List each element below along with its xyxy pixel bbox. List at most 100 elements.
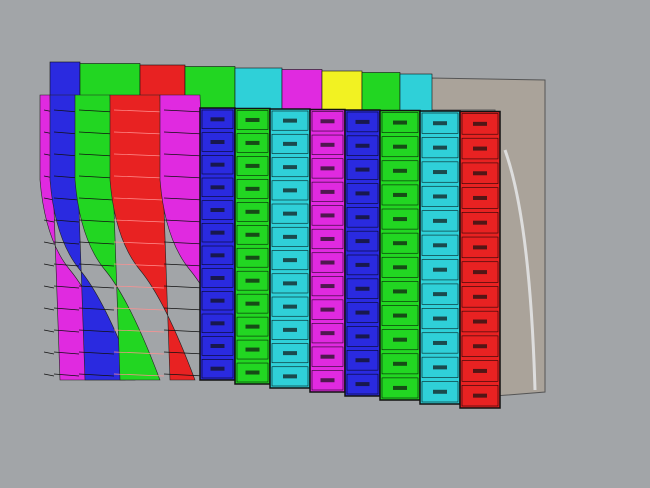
panel-grid-line (163, 153, 205, 157)
panel-grid-line (113, 109, 165, 113)
panel-label (433, 389, 447, 394)
panel-label (320, 307, 335, 312)
panel-label (210, 344, 225, 348)
panel-label (210, 162, 225, 167)
front-column (234, 107, 271, 385)
panel-grid-line (53, 285, 80, 289)
panel-grid-line (113, 285, 165, 289)
panel-label (245, 186, 260, 191)
panel-label (245, 278, 260, 283)
panel-grid-line (163, 175, 205, 179)
panel-label (210, 253, 225, 258)
panel-label (355, 358, 370, 363)
panel-grid-line (43, 351, 55, 355)
panel-label (210, 366, 225, 371)
panel-label (433, 340, 447, 345)
panel-label (473, 270, 487, 275)
panel-grid-line (78, 307, 115, 311)
panel-label (355, 215, 370, 220)
panel-label (245, 232, 260, 237)
panel-grid-line (53, 263, 80, 267)
panel-grid-line (78, 373, 115, 377)
panel-label (393, 337, 407, 342)
panel-label (433, 170, 447, 175)
panel-label (393, 265, 407, 270)
panel-label (283, 188, 297, 193)
panel-label (393, 168, 407, 173)
panel-grid-line (113, 131, 165, 135)
back-row-panel (281, 69, 323, 110)
panel-grid-line (78, 219, 115, 223)
panel-label (355, 239, 370, 244)
panel-grid-line (163, 109, 205, 113)
panel-label (283, 258, 297, 263)
back-row-panel (234, 67, 283, 110)
panel-grid-line (78, 153, 115, 157)
panel-grid-line (113, 175, 165, 179)
panel-label (245, 324, 260, 329)
panel-label (355, 286, 370, 291)
panel-label (433, 145, 447, 150)
panel-grid-line (43, 241, 55, 245)
panel-grid-line (43, 307, 55, 311)
panel-grid-line (113, 263, 165, 267)
panel-label (473, 393, 487, 398)
panel-grid-line (43, 219, 55, 223)
panel-grid-line (78, 329, 115, 333)
panel-label (355, 119, 370, 124)
panel-grid-line (113, 219, 165, 223)
back-row-panel (361, 72, 401, 111)
panel-grid-line (113, 307, 165, 311)
panel-label (283, 281, 297, 286)
panel-label (320, 260, 335, 265)
panel-label (473, 171, 487, 176)
panel-grid-line (163, 373, 205, 377)
panel-label (393, 217, 407, 222)
panel-label (320, 166, 335, 171)
left-strip (74, 94, 161, 381)
front-column (199, 107, 236, 381)
panel-label (393, 289, 407, 294)
panel-grid-line (163, 307, 205, 311)
panel-label (320, 189, 335, 194)
panel-label (473, 220, 487, 225)
panel-label (393, 144, 407, 149)
panel-grid-line (53, 219, 80, 223)
panel-label (473, 344, 487, 349)
panel-label (355, 382, 370, 387)
panel-grid-line (78, 351, 115, 355)
panel-label (433, 292, 447, 297)
back-row-panel (399, 73, 433, 112)
panel-grid-line (163, 219, 205, 223)
panel-label (283, 327, 297, 332)
panel-label (473, 368, 487, 373)
panel-label (355, 310, 370, 315)
panel-label (210, 298, 225, 303)
panel-label (320, 236, 335, 241)
panel-label (320, 284, 335, 289)
panel-grid-line (43, 263, 55, 267)
left-strip (109, 94, 196, 381)
panel-label (283, 118, 297, 123)
panel-label (433, 316, 447, 321)
panel-label (245, 370, 260, 375)
panel-grid-line (163, 263, 205, 267)
panel-label (433, 267, 447, 272)
panel-grid-line (163, 329, 205, 333)
panel-label (245, 301, 260, 306)
panel-label (355, 334, 370, 339)
panel-label (473, 195, 487, 200)
panel-label (433, 121, 447, 126)
panel-grid-line (53, 241, 80, 245)
panel-label (320, 142, 335, 147)
panel-label (210, 208, 225, 212)
panel-label (283, 165, 297, 170)
front-column (269, 108, 311, 389)
panel-label (355, 167, 370, 172)
panel-label (245, 209, 260, 214)
panel-grid-line (43, 373, 55, 377)
panel-grid-line (53, 197, 80, 201)
panel-label (245, 255, 260, 260)
front-column (419, 110, 461, 405)
